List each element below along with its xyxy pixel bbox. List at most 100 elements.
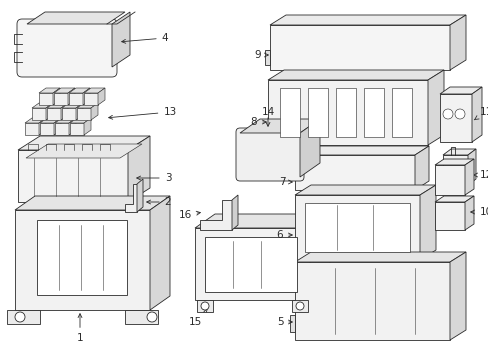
Polygon shape xyxy=(294,185,435,195)
Polygon shape xyxy=(40,123,54,135)
Polygon shape xyxy=(204,237,296,292)
Polygon shape xyxy=(439,87,481,94)
Polygon shape xyxy=(305,203,409,252)
Polygon shape xyxy=(27,12,125,24)
Polygon shape xyxy=(62,103,83,108)
Polygon shape xyxy=(84,88,105,93)
Text: 7: 7 xyxy=(278,177,292,187)
Text: 8: 8 xyxy=(250,117,266,127)
Circle shape xyxy=(147,312,157,322)
Polygon shape xyxy=(7,310,40,324)
Polygon shape xyxy=(291,300,307,312)
Polygon shape xyxy=(37,220,127,295)
Polygon shape xyxy=(391,88,411,137)
Text: 9: 9 xyxy=(254,50,268,60)
Polygon shape xyxy=(195,214,329,228)
Text: 12: 12 xyxy=(472,170,488,180)
Polygon shape xyxy=(68,88,75,105)
Polygon shape xyxy=(55,123,69,135)
Text: 6: 6 xyxy=(276,230,292,240)
FancyBboxPatch shape xyxy=(236,128,304,181)
Polygon shape xyxy=(137,179,142,212)
Polygon shape xyxy=(267,70,443,80)
Polygon shape xyxy=(84,93,98,105)
Polygon shape xyxy=(69,93,83,105)
Polygon shape xyxy=(39,93,53,105)
Polygon shape xyxy=(46,103,53,120)
Polygon shape xyxy=(26,144,142,158)
Polygon shape xyxy=(112,12,130,67)
Text: 10: 10 xyxy=(470,207,488,217)
Polygon shape xyxy=(269,15,465,25)
Polygon shape xyxy=(309,214,329,300)
Circle shape xyxy=(201,302,208,310)
Text: 16: 16 xyxy=(178,210,200,220)
Polygon shape xyxy=(464,196,473,230)
Polygon shape xyxy=(467,149,475,185)
Polygon shape xyxy=(84,118,91,135)
Polygon shape xyxy=(335,88,355,137)
Text: 3: 3 xyxy=(137,173,171,183)
Polygon shape xyxy=(47,108,61,120)
Polygon shape xyxy=(32,108,46,120)
FancyBboxPatch shape xyxy=(17,19,117,77)
Polygon shape xyxy=(267,80,427,145)
Polygon shape xyxy=(40,118,61,123)
Polygon shape xyxy=(61,103,68,120)
Polygon shape xyxy=(39,88,60,93)
Polygon shape xyxy=(439,94,471,142)
Polygon shape xyxy=(264,50,269,65)
Polygon shape xyxy=(125,184,137,212)
Polygon shape xyxy=(294,262,449,340)
Polygon shape xyxy=(18,150,128,202)
Polygon shape xyxy=(32,103,53,108)
Polygon shape xyxy=(442,149,475,155)
Polygon shape xyxy=(69,118,76,135)
Polygon shape xyxy=(25,123,39,135)
Polygon shape xyxy=(269,25,449,70)
Text: 14: 14 xyxy=(261,107,274,117)
Polygon shape xyxy=(427,70,443,145)
Polygon shape xyxy=(294,155,414,190)
Polygon shape xyxy=(434,165,464,195)
Polygon shape xyxy=(83,88,90,105)
Polygon shape xyxy=(434,196,473,202)
Polygon shape xyxy=(449,15,465,70)
Polygon shape xyxy=(299,119,319,177)
Polygon shape xyxy=(54,118,61,135)
Polygon shape xyxy=(294,252,465,262)
Circle shape xyxy=(442,109,452,119)
Polygon shape xyxy=(414,146,428,190)
Polygon shape xyxy=(434,202,464,230)
Polygon shape xyxy=(77,108,91,120)
Polygon shape xyxy=(76,103,83,120)
Text: 5: 5 xyxy=(276,317,292,327)
Text: 1: 1 xyxy=(77,314,83,343)
Polygon shape xyxy=(197,300,213,312)
Polygon shape xyxy=(98,88,105,105)
Polygon shape xyxy=(54,93,68,105)
Text: 13: 13 xyxy=(108,107,176,119)
Polygon shape xyxy=(289,315,294,332)
Polygon shape xyxy=(18,136,150,150)
Circle shape xyxy=(15,312,25,322)
Polygon shape xyxy=(91,103,98,120)
Polygon shape xyxy=(15,210,150,310)
Polygon shape xyxy=(53,88,60,105)
Circle shape xyxy=(295,302,304,310)
Polygon shape xyxy=(419,185,435,260)
Polygon shape xyxy=(307,88,327,137)
Polygon shape xyxy=(195,228,309,300)
Text: 11: 11 xyxy=(473,107,488,120)
Polygon shape xyxy=(54,88,75,93)
Polygon shape xyxy=(70,123,84,135)
Polygon shape xyxy=(69,88,90,93)
Polygon shape xyxy=(25,118,46,123)
Polygon shape xyxy=(70,118,91,123)
Polygon shape xyxy=(442,155,467,185)
Polygon shape xyxy=(240,119,319,133)
Polygon shape xyxy=(471,87,481,142)
Circle shape xyxy=(454,109,464,119)
Polygon shape xyxy=(434,159,473,165)
Text: 4: 4 xyxy=(122,33,168,43)
